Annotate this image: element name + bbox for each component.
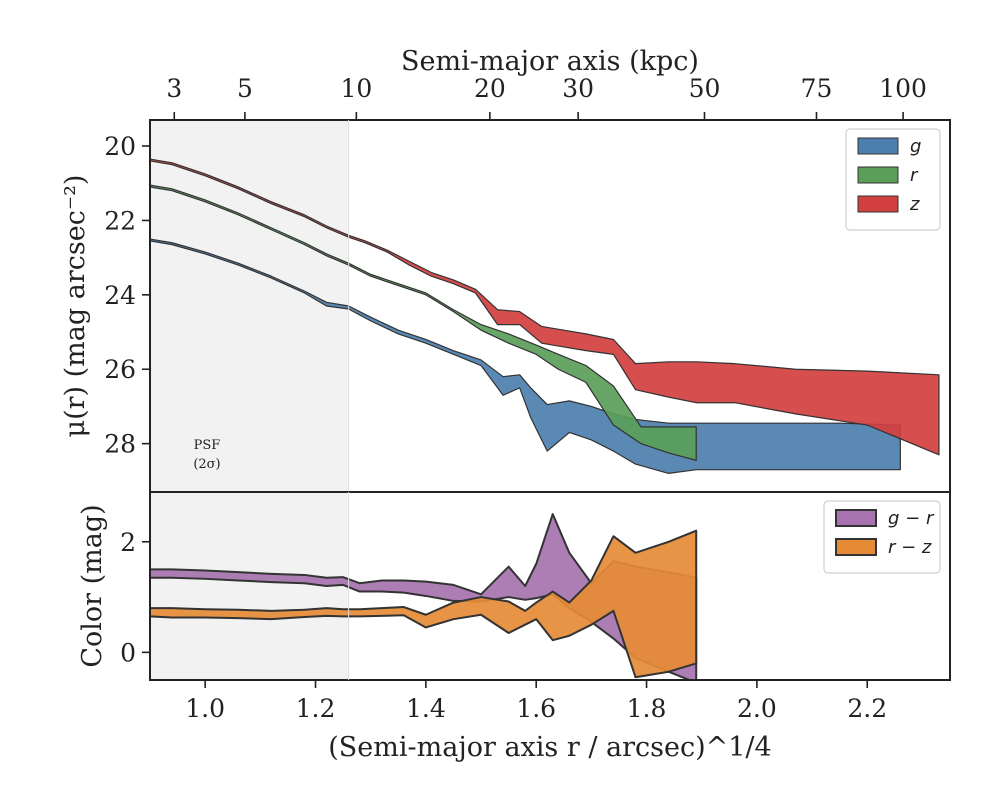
- legend-label: g − r: [888, 508, 935, 529]
- top-x-tick-label: 30: [562, 74, 594, 103]
- psf-sigma-label: (2σ): [193, 457, 220, 472]
- y-tick-label: 20: [104, 132, 136, 161]
- x-tick-label: 2.2: [847, 694, 887, 723]
- color-legend: g − r r − z: [823, 500, 941, 574]
- legend-label: g: [910, 136, 921, 157]
- x-tick-label: 1.2: [296, 694, 336, 723]
- x-tick-label: 1.6: [516, 694, 556, 723]
- color-y-axis-title: Color (mag): [77, 504, 108, 667]
- y-tick-label: 24: [104, 281, 136, 310]
- x-tick-label: 1.4: [406, 694, 446, 723]
- psf-band-color: [150, 492, 349, 680]
- y-tick-label: 26: [104, 355, 136, 384]
- psf-label: PSF: [194, 438, 221, 453]
- legend-swatch: [857, 137, 899, 155]
- legend-label: r − z: [888, 537, 932, 558]
- series-band-rz: [150, 529, 698, 679]
- x-tick-label: 2.0: [737, 694, 777, 723]
- top-x-tick-label: 50: [689, 74, 721, 103]
- legend-swatch: [835, 509, 877, 527]
- top-x-tick-label: 20: [474, 74, 506, 103]
- top-x-tick-label: 5: [237, 74, 253, 103]
- top-x-tick-label: 100: [879, 74, 927, 103]
- legend-swatch: [835, 538, 877, 556]
- legend-label: z: [909, 194, 920, 215]
- legend-label: r: [910, 165, 919, 186]
- profile-panel: 20 22 24 26 28 3 5 10 20 30 50 75 100 PSF (2σ) Semi…: [60, 46, 951, 493]
- profile-legend: grz: [845, 128, 941, 231]
- top-axis-title: Semi-major axis (kpc): [401, 46, 699, 77]
- y-tick-label: 0: [120, 638, 136, 667]
- x-tick-label: 1.8: [627, 694, 667, 723]
- top-x-tick-label: 10: [340, 74, 372, 103]
- legend-swatch: [857, 195, 899, 213]
- top-x-tick-label: 3: [166, 74, 182, 103]
- series-band-g: [150, 238, 901, 474]
- profile-y-axis-title: μ(r) (mag arcsec⁻²): [60, 175, 91, 438]
- series-band-gr: [150, 513, 698, 680]
- x-tick-label: 1.0: [185, 694, 225, 723]
- y-tick-label: 22: [104, 206, 136, 235]
- y-tick-label: 28: [104, 430, 136, 459]
- x-axis-title: (Semi-major axis r / arcsec)^1/4: [328, 732, 771, 763]
- legend-swatch: [857, 166, 899, 184]
- y-tick-label: 2: [120, 528, 136, 557]
- color-axes-frame: [149, 491, 951, 681]
- top-x-tick-label: 75: [801, 74, 833, 103]
- color-panel: 0 2 1.0 1.2 1.4 1.6 1.8 2.0 2.2 (Semi-major axi…: [77, 491, 951, 763]
- psf-band: [150, 120, 349, 492]
- series-band-z: [150, 158, 940, 456]
